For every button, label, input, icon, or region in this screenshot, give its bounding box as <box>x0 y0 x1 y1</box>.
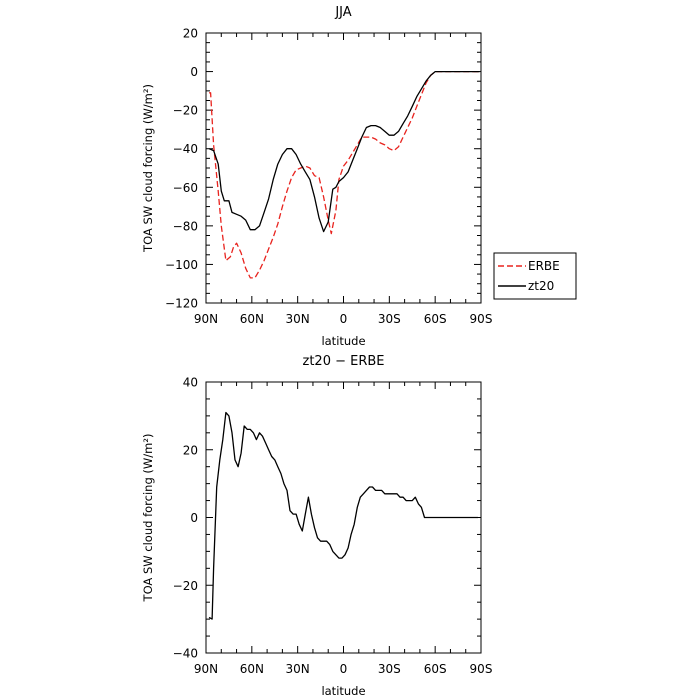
series-line-diff-0 <box>208 411 478 620</box>
x-tick-label: 60N <box>240 662 264 676</box>
x-tick-label: 90S <box>470 312 493 326</box>
x-tick-label: 30N <box>286 662 310 676</box>
y-tick-label: −80 <box>173 219 198 233</box>
x-tick-label: 0 <box>340 312 348 326</box>
x-tick-label: 30S <box>378 662 401 676</box>
legend-label-zt20: zt20 <box>528 279 554 293</box>
x-axis-title: latitude <box>321 334 365 348</box>
x-tick-label: 30S <box>378 312 401 326</box>
y-tick-label: −120 <box>165 297 198 311</box>
x-tick-label: 30N <box>286 312 310 326</box>
plot-frame <box>205 32 482 304</box>
x-tick-label: 90N <box>194 312 218 326</box>
x-tick-label: 60S <box>424 662 447 676</box>
y-axis-title: TOA SW cloud forcing (W/m²) <box>141 84 155 253</box>
bottom-chart-panel: 90N 60N 30N 0 30S 60S 90S −40 −20 0 20 40 zt20 − ERB… <box>141 354 492 698</box>
legend: ERBE zt20 <box>493 252 577 300</box>
x-axis-title: latitude <box>321 684 365 698</box>
y-tick-label: −100 <box>165 258 198 272</box>
series-line-zt20 <box>208 70 480 233</box>
x-tick-label: 0 <box>340 662 348 676</box>
y-tick-label: 0 <box>190 65 198 79</box>
y-tick-label: 0 <box>190 511 198 525</box>
x-tick-label: 90S <box>470 662 493 676</box>
x-tick-label: 60S <box>424 312 447 326</box>
series-line-erbe <box>209 70 480 279</box>
x-tick-label: 60N <box>240 312 264 326</box>
y-tick-label: −40 <box>173 647 198 661</box>
y-tick-label: −40 <box>173 142 198 156</box>
legend-frame <box>493 252 577 300</box>
y-tick-label: 40 <box>183 376 198 390</box>
legend-label-erbe: ERBE <box>528 259 560 273</box>
y-tick-label: −60 <box>173 181 198 195</box>
top-chart-panel: 90N 60N 30N 0 30S 60S 90S −120 −100 −80 −60 −40 −20 0… <box>141 5 492 348</box>
y-tick-label: −20 <box>173 104 198 118</box>
chart-title: JJA <box>334 5 351 20</box>
y-tick-label: −20 <box>173 579 198 593</box>
y-tick-label: 20 <box>183 443 198 457</box>
x-tick-label: 90N <box>194 662 218 676</box>
y-axis-title: TOA SW cloud forcing (W/m²) <box>141 434 155 603</box>
chart-title: zt20 − ERBE <box>303 354 385 369</box>
y-tick-label: 20 <box>183 27 198 41</box>
